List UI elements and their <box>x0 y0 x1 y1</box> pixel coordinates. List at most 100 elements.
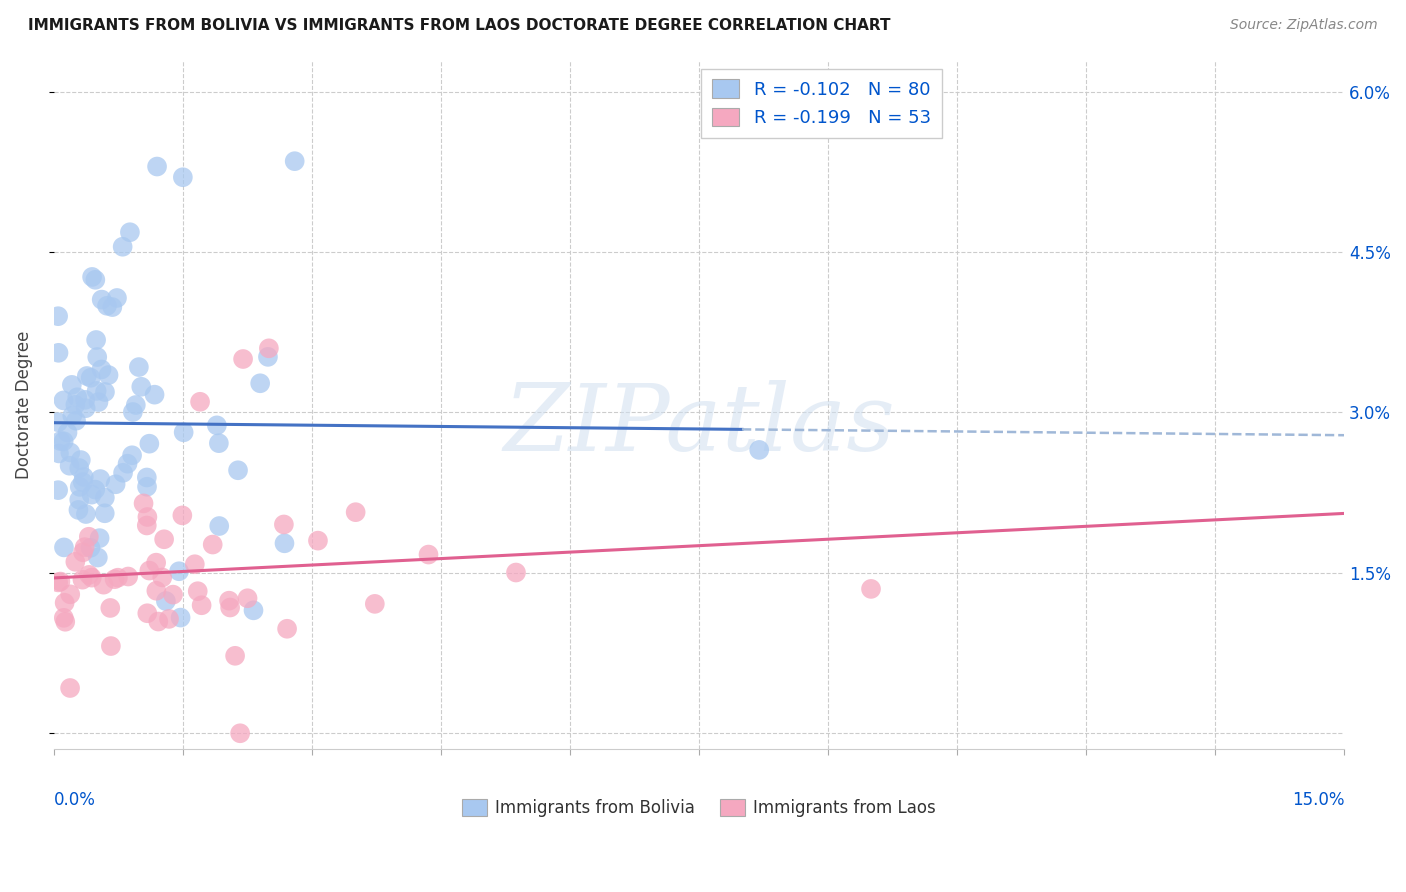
Point <box>46 575 69 590</box>
Point <box>136 510 159 524</box>
Point <box>94 506 117 520</box>
Point <box>136 480 159 494</box>
Point <box>173 425 195 440</box>
Point <box>72 573 94 587</box>
Point <box>129 380 152 394</box>
Point <box>205 418 228 433</box>
Point <box>157 612 180 626</box>
Point <box>67 503 90 517</box>
Point <box>69 453 91 467</box>
Point <box>52 611 75 625</box>
Point <box>111 240 134 254</box>
Point <box>52 393 75 408</box>
Point <box>249 376 271 391</box>
Point <box>60 409 83 423</box>
Point <box>184 558 207 572</box>
Point <box>48 346 70 360</box>
Point <box>257 350 280 364</box>
Point <box>75 401 97 416</box>
Point <box>59 681 82 695</box>
Point <box>276 622 298 636</box>
Point <box>101 300 124 314</box>
Point <box>77 530 100 544</box>
Point <box>67 461 90 475</box>
Point <box>273 517 295 532</box>
Point <box>103 572 125 586</box>
Point <box>505 566 527 580</box>
Point <box>52 541 75 555</box>
Point <box>218 593 240 607</box>
Point <box>307 533 329 548</box>
Point <box>128 360 150 375</box>
Point <box>79 541 101 555</box>
Point <box>364 597 387 611</box>
Point <box>100 639 122 653</box>
Point <box>121 448 143 462</box>
Point <box>73 470 96 484</box>
Point <box>224 648 246 663</box>
Point <box>418 548 440 562</box>
Point <box>48 446 70 460</box>
Point <box>56 425 79 440</box>
Point <box>73 540 96 554</box>
Point <box>148 615 170 629</box>
Point <box>72 475 94 489</box>
Point <box>117 457 139 471</box>
Point <box>146 160 169 174</box>
Point <box>169 610 191 624</box>
Point <box>84 333 107 347</box>
Point <box>138 436 160 450</box>
Point <box>65 398 87 412</box>
Point <box>105 291 128 305</box>
Point <box>98 601 121 615</box>
Point <box>104 477 127 491</box>
Point <box>97 368 120 382</box>
Point <box>66 390 89 404</box>
Point <box>86 350 108 364</box>
Point <box>172 508 194 523</box>
Point <box>77 567 100 582</box>
Point <box>132 496 155 510</box>
Point <box>75 392 97 407</box>
Point <box>118 225 141 239</box>
Point <box>84 483 107 497</box>
Point <box>49 434 72 448</box>
Point <box>59 458 82 473</box>
Point <box>46 415 69 429</box>
Legend: Immigrants from Bolivia, Immigrants from Laos: Immigrants from Bolivia, Immigrants from… <box>456 792 943 823</box>
Point <box>748 442 770 457</box>
Point <box>145 556 167 570</box>
Point <box>90 362 112 376</box>
Point <box>53 596 76 610</box>
Point <box>208 436 231 450</box>
Point <box>65 414 87 428</box>
Point <box>229 726 252 740</box>
Point <box>75 507 97 521</box>
Point <box>80 371 103 385</box>
Point <box>59 587 82 601</box>
Text: 15.0%: 15.0% <box>1292 790 1344 809</box>
Point <box>89 531 111 545</box>
Text: Source: ZipAtlas.com: Source: ZipAtlas.com <box>1230 18 1378 32</box>
Point <box>80 571 103 585</box>
Point <box>46 483 69 497</box>
Point <box>125 398 148 412</box>
Point <box>162 588 184 602</box>
Point <box>86 384 108 398</box>
Point <box>60 377 83 392</box>
Point <box>94 384 117 399</box>
Point <box>69 480 91 494</box>
Point <box>153 533 176 547</box>
Point <box>112 466 135 480</box>
Point <box>96 299 118 313</box>
Point <box>49 574 72 589</box>
Text: ZIPatlas: ZIPatlas <box>503 380 896 470</box>
Point <box>94 491 117 505</box>
Point <box>167 564 190 578</box>
Point <box>76 369 98 384</box>
Point <box>87 395 110 409</box>
Point <box>257 341 280 355</box>
Point <box>52 434 75 449</box>
Point <box>150 570 173 584</box>
Text: IMMIGRANTS FROM BOLIVIA VS IMMIGRANTS FROM LAOS DOCTORATE DEGREE CORRELATION CHA: IMMIGRANTS FROM BOLIVIA VS IMMIGRANTS FR… <box>28 18 890 33</box>
